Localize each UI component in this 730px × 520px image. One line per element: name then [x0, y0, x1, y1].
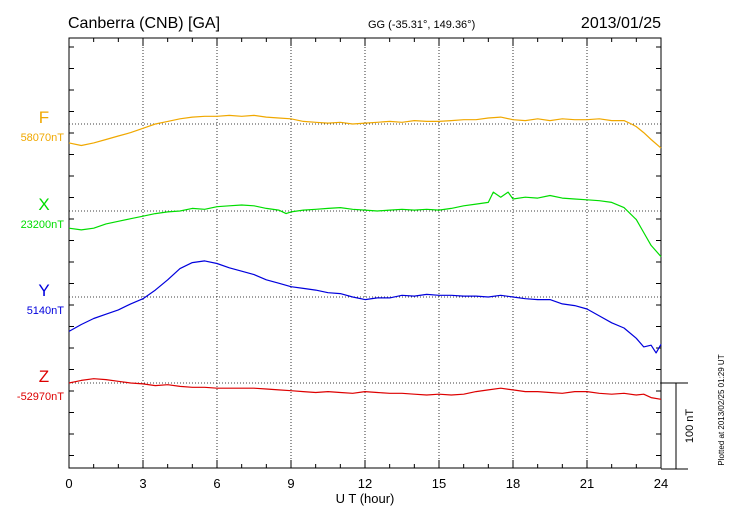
x-axis-label: U T (hour) — [336, 491, 395, 506]
series-line-f — [68, 114, 662, 149]
series-name-y: Y — [38, 281, 49, 300]
series-baseline-f: 58070nT — [21, 132, 65, 144]
x-tick-label: 24 — [654, 476, 668, 491]
x-tick-labels: 0 3 6 9 12 15 18 21 24 — [65, 476, 668, 491]
x-tick-label: 18 — [506, 476, 520, 491]
scale-bar: 100 nT — [661, 382, 696, 470]
x-tick-label: 6 — [213, 476, 220, 491]
x-tick-label: 9 — [287, 476, 294, 491]
station-title: Canberra (CNB) [GA] — [68, 15, 220, 32]
series-name-z: Z — [39, 367, 49, 386]
coordinates-label: GG (-35.31°, 149.36°) — [368, 19, 475, 31]
series-line-z — [68, 378, 662, 400]
series-baseline-y: 5140nT — [27, 305, 65, 317]
x-tick-label: 12 — [358, 476, 372, 491]
series-lines — [68, 114, 662, 400]
x-tick-label: 3 — [139, 476, 146, 491]
scale-bar-label: 100 nT — [684, 409, 696, 444]
series-labels: F 58070nT X 23200nT Y 5140nT Z -52970nT — [17, 108, 64, 403]
plot-frame — [68, 37, 662, 469]
series-name-f: F — [39, 108, 49, 127]
axis-ticks — [68, 38, 662, 468]
date-title: 2013/01/25 — [581, 15, 661, 32]
series-line-y — [68, 260, 662, 354]
series-name-x: X — [38, 195, 49, 214]
x-tick-label: 0 — [65, 476, 72, 491]
x-tick-label: 15 — [432, 476, 446, 491]
x-tick-label: 21 — [580, 476, 594, 491]
plotted-timestamp: Plotted at 2013/02/25 01:29 UT — [717, 354, 726, 465]
grid-lines — [69, 38, 661, 468]
series-line-x — [68, 191, 662, 257]
series-baseline-x: 23200nT — [21, 219, 65, 231]
series-baseline-z: -52970nT — [17, 391, 64, 403]
